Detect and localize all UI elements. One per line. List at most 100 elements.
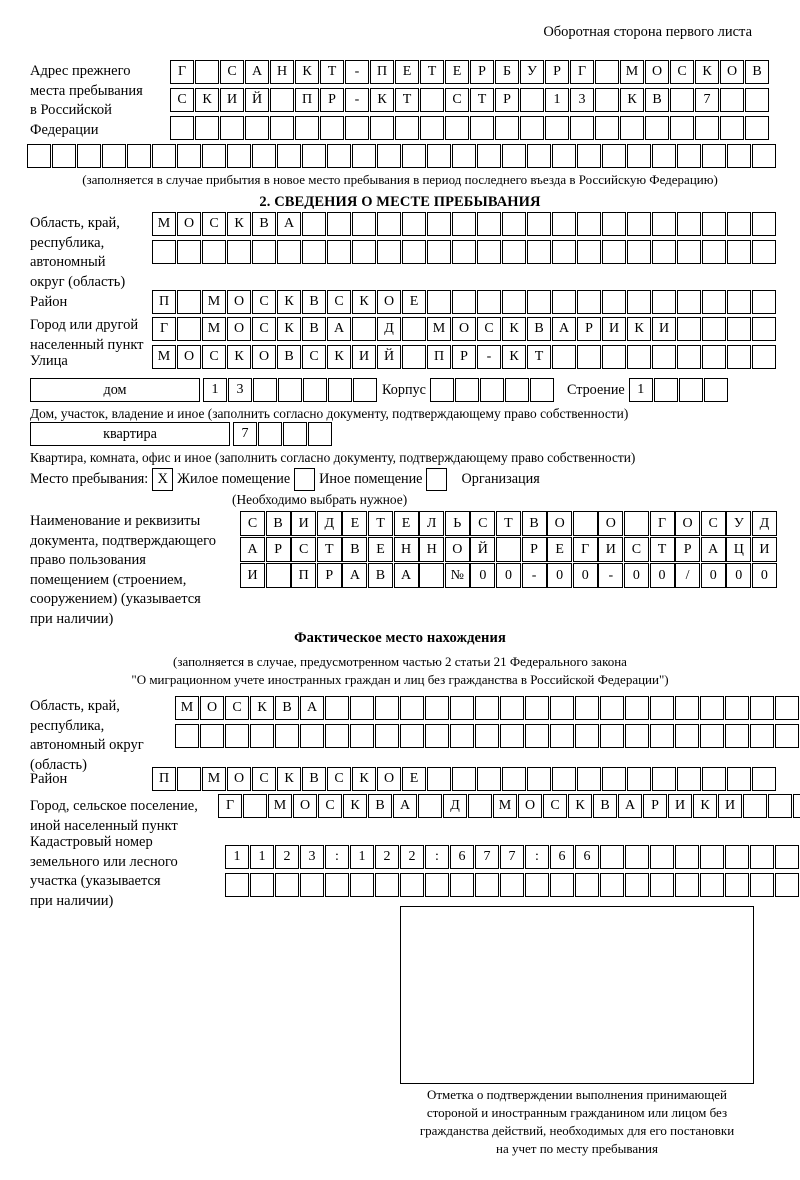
char-cell[interactable]: [725, 696, 749, 720]
char-cell[interactable]: [477, 144, 501, 168]
char-cell[interactable]: К: [693, 794, 717, 818]
char-cell[interactable]: [645, 116, 669, 140]
char-cell[interactable]: С: [327, 767, 351, 791]
char-cell[interactable]: [602, 240, 626, 264]
char-cell[interactable]: [677, 317, 701, 341]
char-cell[interactable]: А: [277, 212, 301, 236]
char-cell[interactable]: [375, 724, 399, 748]
char-cell[interactable]: 2: [275, 845, 299, 869]
prev-address-row-4[interactable]: [27, 144, 777, 168]
char-cell[interactable]: [420, 88, 444, 112]
char-cell[interactable]: Г: [218, 794, 242, 818]
char-cell[interactable]: О: [227, 290, 251, 314]
char-cell[interactable]: [177, 144, 201, 168]
char-cell[interactable]: [552, 345, 576, 369]
char-cell[interactable]: К: [502, 317, 526, 341]
char-cell[interactable]: [195, 116, 219, 140]
char-cell[interactable]: С: [700, 511, 726, 536]
char-cell[interactable]: [253, 378, 277, 402]
char-cell[interactable]: 0: [572, 563, 598, 588]
char-cell[interactable]: [452, 144, 476, 168]
char-cell[interactable]: [252, 240, 276, 264]
char-cell[interactable]: 0: [700, 563, 726, 588]
char-cell[interactable]: [600, 873, 624, 897]
char-cell[interactable]: [127, 144, 151, 168]
char-cell[interactable]: [577, 767, 601, 791]
char-cell[interactable]: [327, 240, 351, 264]
char-cell[interactable]: [450, 696, 474, 720]
char-cell[interactable]: [793, 794, 800, 818]
char-cell[interactable]: -: [598, 563, 624, 588]
char-cell[interactable]: [677, 767, 701, 791]
char-cell[interactable]: [700, 696, 724, 720]
char-cell[interactable]: [652, 212, 676, 236]
char-cell[interactable]: [402, 212, 426, 236]
char-cell[interactable]: С: [470, 511, 496, 536]
char-cell[interactable]: [745, 88, 769, 112]
char-cell[interactable]: [595, 88, 619, 112]
char-cell[interactable]: [477, 767, 501, 791]
char-cell[interactable]: [750, 873, 774, 897]
char-cell[interactable]: [750, 696, 774, 720]
char-cell[interactable]: А: [240, 537, 265, 562]
char-cell[interactable]: [277, 144, 301, 168]
char-cell[interactable]: [675, 724, 699, 748]
char-cell[interactable]: -: [345, 88, 369, 112]
char-cell[interactable]: Р: [320, 88, 344, 112]
char-cell[interactable]: Т: [495, 511, 521, 536]
char-cell[interactable]: Т: [320, 60, 344, 84]
char-cell[interactable]: [545, 116, 569, 140]
char-cell[interactable]: П: [152, 767, 176, 791]
char-cell[interactable]: [727, 317, 751, 341]
char-cell[interactable]: [670, 116, 694, 140]
char-cell[interactable]: [200, 724, 224, 748]
char-cell[interactable]: Л: [419, 511, 445, 536]
checkbox-zhiloe-pomeshchenie[interactable]: Х: [152, 468, 174, 491]
char-cell[interactable]: [575, 873, 599, 897]
char-cell[interactable]: [650, 873, 674, 897]
char-cell[interactable]: [375, 696, 399, 720]
char-cell[interactable]: [377, 212, 401, 236]
char-cell[interactable]: О: [598, 511, 624, 536]
char-cell[interactable]: О: [645, 60, 669, 84]
char-cell[interactable]: П: [295, 88, 319, 112]
char-cell[interactable]: 1: [350, 845, 374, 869]
char-cell[interactable]: [504, 378, 529, 402]
char-cell[interactable]: К: [277, 767, 301, 791]
char-cell[interactable]: [625, 845, 649, 869]
char-cell[interactable]: [177, 290, 201, 314]
char-cell[interactable]: О: [452, 317, 476, 341]
char-cell[interactable]: И: [352, 345, 376, 369]
char-cell[interactable]: [577, 345, 601, 369]
char-cell[interactable]: [52, 144, 76, 168]
char-cell[interactable]: 1: [628, 378, 653, 402]
char-cell[interactable]: В: [302, 317, 326, 341]
char-cell[interactable]: Р: [495, 88, 519, 112]
char-cell[interactable]: [352, 240, 376, 264]
char-cell[interactable]: К: [370, 88, 394, 112]
char-cell[interactable]: [353, 378, 377, 402]
char-cell[interactable]: [775, 696, 799, 720]
char-cell[interactable]: Й: [377, 345, 401, 369]
char-cell[interactable]: [202, 144, 226, 168]
char-cell[interactable]: [750, 724, 774, 748]
char-cell[interactable]: [477, 212, 501, 236]
char-cell[interactable]: И: [291, 511, 317, 536]
char-cell[interactable]: М: [152, 345, 176, 369]
char-cell[interactable]: [752, 240, 776, 264]
char-cell[interactable]: 6: [550, 845, 574, 869]
char-cell[interactable]: К: [620, 88, 644, 112]
char-cell[interactable]: [427, 240, 451, 264]
char-cell[interactable]: [427, 767, 451, 791]
char-cell[interactable]: О: [377, 290, 401, 314]
char-cell[interactable]: [602, 144, 626, 168]
char-cell[interactable]: [303, 378, 327, 402]
char-cell[interactable]: [602, 345, 626, 369]
char-cell[interactable]: [250, 873, 274, 897]
char-cell[interactable]: 1: [545, 88, 569, 112]
char-cell[interactable]: [725, 724, 749, 748]
char-cell[interactable]: [479, 378, 504, 402]
